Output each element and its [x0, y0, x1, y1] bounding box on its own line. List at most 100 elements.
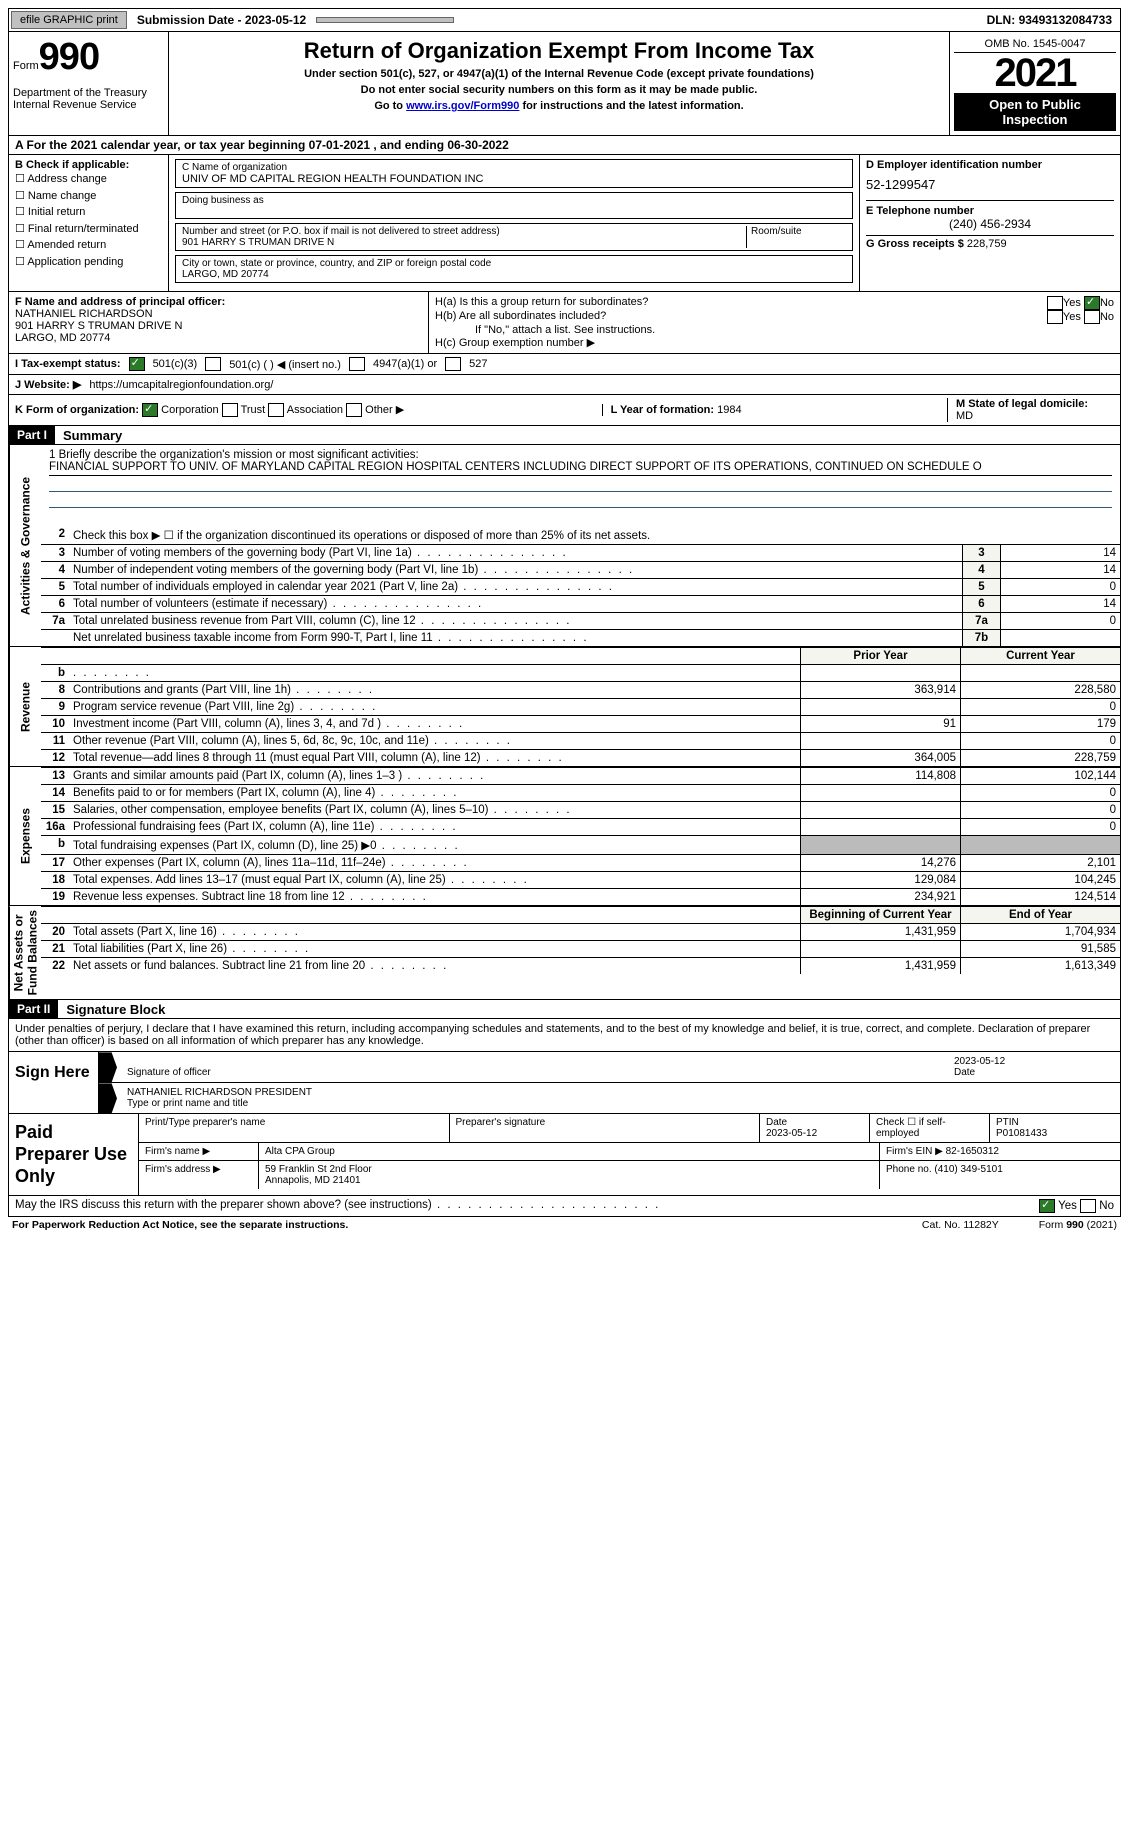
main-title: Return of Organization Exempt From Incom…	[173, 38, 945, 64]
netassets-section: Net Assets or Fund Balances Beginning of…	[8, 906, 1121, 1000]
chk-name[interactable]: Name change	[15, 188, 162, 205]
form-number-cell: Form990 Department of the Treasury Inter…	[9, 32, 169, 135]
officer-name: NATHANIEL RICHARDSON	[15, 308, 422, 320]
box-f: F Name and address of principal officer:…	[9, 292, 429, 353]
tel-val: (240) 456-2934	[866, 217, 1114, 231]
firm-ein: 82-1650312	[946, 1146, 999, 1157]
governance-section: Activities & Governance 1 Briefly descri…	[8, 445, 1121, 647]
chk-initial[interactable]: Initial return	[15, 204, 162, 221]
k-lbl: K Form of organization:	[15, 404, 139, 416]
chk-501c3[interactable]	[129, 357, 145, 371]
chk-address[interactable]: Address change	[15, 171, 162, 188]
firm-addr: 59 Franklin St 2nd Floor Annapolis, MD 2…	[259, 1161, 880, 1189]
hb-label: H(b) Are all subordinates included?	[435, 310, 606, 324]
tax-status-row: I Tax-exempt status: 501(c)(3) 501(c) ( …	[8, 354, 1121, 375]
section-fh: F Name and address of principal officer:…	[8, 292, 1121, 354]
firm-name: Alta CPA Group	[259, 1143, 880, 1160]
chk-corp[interactable]	[142, 403, 158, 417]
sig-date: 2023-05-12	[954, 1056, 1005, 1067]
section-bcd: B Check if applicable: Address change Na…	[8, 155, 1121, 292]
h-note: If "No," attach a list. See instructions…	[435, 324, 1114, 336]
prep-row-1: Print/Type preparer's name Preparer's si…	[139, 1114, 1120, 1143]
prep-lbl: Paid Preparer Use Only	[9, 1114, 139, 1195]
box-c: C Name of organization UNIV OF MD CAPITA…	[169, 155, 860, 291]
web-val: https://umcapitalregionfoundation.org/	[89, 379, 273, 391]
firm-name-lbl: Firm's name ▶	[139, 1143, 259, 1160]
officer-addr1: 901 HARRY S TRUMAN DRIVE N	[15, 320, 422, 332]
hb-yes[interactable]	[1047, 310, 1063, 324]
sig-name: NATHANIEL RICHARDSON PRESIDENT	[127, 1087, 312, 1098]
prep-name-lbl: Print/Type preparer's name	[139, 1114, 450, 1142]
status-lbl: I Tax-exempt status:	[15, 358, 121, 370]
open-public: Open to Public Inspection	[954, 93, 1116, 131]
sig-officer-lbl: Signature of officer	[127, 1067, 211, 1078]
sig-fields: Signature of officer 2023-05-12Date NATH…	[99, 1052, 1120, 1113]
chk-trust[interactable]	[222, 403, 238, 417]
officer-addr2: LARGO, MD 20774	[15, 332, 422, 344]
dln: DLN: 93493132084733	[987, 13, 1120, 27]
chk-4947[interactable]	[349, 357, 365, 371]
chk-amended[interactable]: Amended return	[15, 237, 162, 254]
ha-no[interactable]	[1084, 296, 1100, 310]
tax-year: 2021	[954, 53, 1116, 93]
box-b: B Check if applicable: Address change Na…	[9, 155, 169, 291]
room-lbl: Room/suite	[746, 226, 846, 248]
box-h: H(a) Is this a group return for subordin…	[429, 292, 1120, 353]
discuss-row: May the IRS discuss this return with the…	[8, 1196, 1121, 1217]
gross-receipts: G Gross receipts $ 228,759	[866, 235, 1114, 250]
sig-name-lbl: Type or print name and title	[127, 1098, 248, 1109]
instr-ssn: Do not enter social security numbers on …	[173, 84, 945, 96]
part2-title: Signature Block	[58, 1002, 165, 1017]
box-deg: D Employer identification number 52-1299…	[860, 155, 1120, 291]
irs-link[interactable]: www.irs.gov/Form990	[406, 100, 519, 112]
state-domicile: MD	[956, 410, 973, 422]
form-num: 990	[39, 36, 99, 78]
hc-label: H(c) Group exemption number ▶	[435, 336, 1114, 349]
dba-box: Doing business as	[175, 192, 853, 219]
firm-ph-lbl: Phone no.	[886, 1164, 934, 1175]
chk-501c[interactable]	[205, 357, 221, 371]
ein-lbl: D Employer identification number	[866, 159, 1114, 171]
firm-addr-lbl: Firm's address ▶	[139, 1161, 259, 1189]
firm-ph: (410) 349-5101	[934, 1164, 1002, 1175]
signature-block: Under penalties of perjury, I declare th…	[8, 1019, 1121, 1196]
ha-yes[interactable]	[1047, 296, 1063, 310]
mission-lbl: 1 Briefly describe the organization's mi…	[49, 449, 1112, 461]
org-name: UNIV OF MD CAPITAL REGION HEALTH FOUNDAT…	[182, 173, 846, 185]
form-header: Form990 Department of the Treasury Inter…	[8, 32, 1121, 136]
website-row: J Website: ▶ https://umcapitalregionfoun…	[8, 375, 1121, 395]
addr-val: 901 HARRY S TRUMAN DRIVE N	[182, 237, 746, 248]
prep-selfemp[interactable]: Check ☐ if self-employed	[870, 1114, 990, 1142]
prep-row-3: Firm's address ▶ 59 Franklin St 2nd Floo…	[139, 1161, 1120, 1189]
chk-527[interactable]	[445, 357, 461, 371]
submission-date: Submission Date - 2023-05-12	[129, 13, 314, 27]
box-b-label: B Check if applicable:	[15, 159, 162, 171]
hb-no[interactable]	[1084, 310, 1100, 324]
city-box: City or town, state or province, country…	[175, 255, 853, 283]
org-name-box: C Name of organization UNIV OF MD CAPITA…	[175, 159, 853, 188]
prep-ptin: PTIN P01081433	[990, 1114, 1120, 1142]
blank-button[interactable]	[316, 17, 454, 23]
chk-assoc[interactable]	[268, 403, 284, 417]
subtitle: Under section 501(c), 527, or 4947(a)(1)…	[173, 68, 945, 80]
city-val: LARGO, MD 20774	[182, 269, 846, 280]
revenue-section: Revenue Prior YearCurrent Yearb8Contribu…	[8, 647, 1121, 767]
chk-final[interactable]: Final return/terminated	[15, 221, 162, 238]
pra-notice: For Paperwork Reduction Act Notice, see …	[12, 1219, 348, 1231]
discuss-yes[interactable]	[1039, 1199, 1055, 1213]
preparer-block: Paid Preparer Use Only Print/Type prepar…	[9, 1113, 1120, 1195]
discuss-no[interactable]	[1080, 1199, 1096, 1213]
korg-row: K Form of organization: Corporation Trus…	[8, 395, 1121, 426]
chk-pending[interactable]: Application pending	[15, 254, 162, 271]
top-bar: efile GRAPHIC print Submission Date - 20…	[8, 8, 1121, 32]
vert-governance: Activities & Governance	[9, 445, 41, 646]
form-label: Form	[13, 60, 39, 72]
city-lbl: City or town, state or province, country…	[182, 258, 846, 269]
efile-print-button[interactable]: efile GRAPHIC print	[11, 11, 127, 29]
sig-arrow-icon	[99, 1052, 117, 1082]
part1-title: Summary	[55, 428, 122, 443]
prep-sig-lbl: Preparer's signature	[450, 1114, 761, 1142]
prep-row-2: Firm's name ▶ Alta CPA Group Firm's EIN …	[139, 1143, 1120, 1161]
chk-other[interactable]	[346, 403, 362, 417]
title-cell: Return of Organization Exempt From Incom…	[169, 32, 950, 135]
